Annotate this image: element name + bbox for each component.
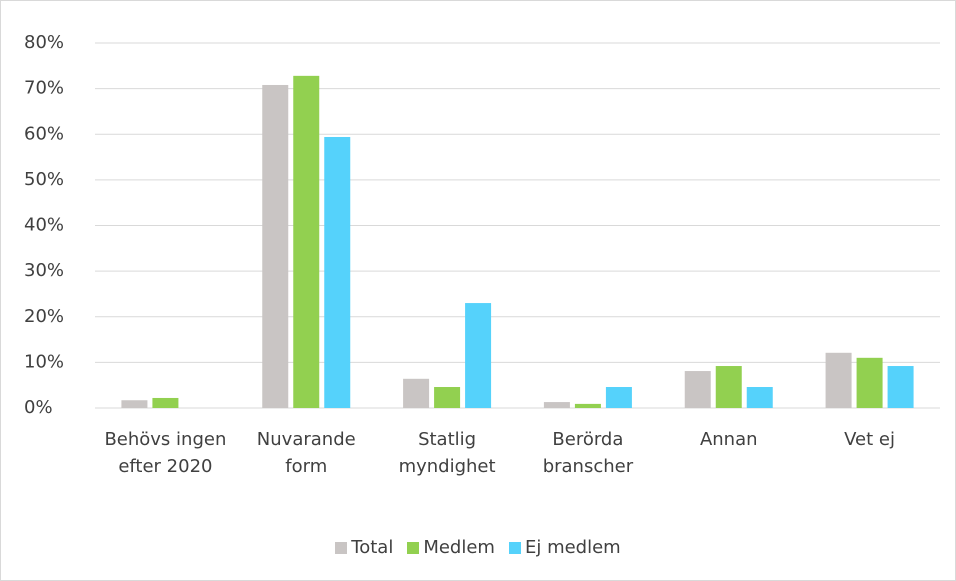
y-tick-label: 30% xyxy=(24,260,64,281)
legend: Total Medlem Ej medlem xyxy=(0,537,956,558)
bar xyxy=(262,84,289,408)
bar xyxy=(293,75,320,408)
legend-label: Ej medlem xyxy=(524,537,621,558)
bar xyxy=(465,303,492,408)
legend-item: Ej medlem xyxy=(508,537,621,558)
y-tick-label: 70% xyxy=(24,78,64,99)
legend-swatch xyxy=(335,541,348,554)
bar xyxy=(715,366,742,408)
bar xyxy=(152,397,179,408)
bar xyxy=(605,387,632,408)
bar xyxy=(434,387,461,408)
bar xyxy=(856,357,883,408)
legend-swatch xyxy=(508,541,521,554)
x-tick-label: Behövs ingen efter 2020 xyxy=(104,429,227,477)
bar xyxy=(574,403,601,408)
y-tick-label: 80% xyxy=(24,32,64,53)
y-tick-label: 0% xyxy=(24,397,53,418)
legend-label: Medlem xyxy=(423,537,495,558)
x-tick-label: Statlig myndighet xyxy=(398,429,496,477)
x-tick-label: Berörda branscher xyxy=(542,429,634,477)
x-tick-label: Vet ej xyxy=(844,429,895,450)
legend-label: Total xyxy=(351,537,394,558)
y-tick-label: 40% xyxy=(24,215,64,236)
bar xyxy=(825,352,852,408)
bar xyxy=(684,371,711,408)
bar xyxy=(746,387,773,408)
y-tick-label: 20% xyxy=(24,306,64,327)
x-tick-label: Annan xyxy=(699,429,758,450)
bar xyxy=(121,400,148,408)
y-tick-label: 10% xyxy=(24,351,64,372)
x-tick-label: Nuvarande form xyxy=(256,429,356,477)
legend-swatch xyxy=(407,541,420,554)
y-tick-label: 60% xyxy=(24,123,64,144)
legend-item: Total xyxy=(335,537,393,558)
bar xyxy=(887,366,914,408)
bar xyxy=(403,378,430,408)
y-tick-label: 50% xyxy=(24,169,64,190)
legend-item: Medlem xyxy=(407,537,495,558)
bar xyxy=(543,402,570,408)
bar xyxy=(324,136,351,409)
